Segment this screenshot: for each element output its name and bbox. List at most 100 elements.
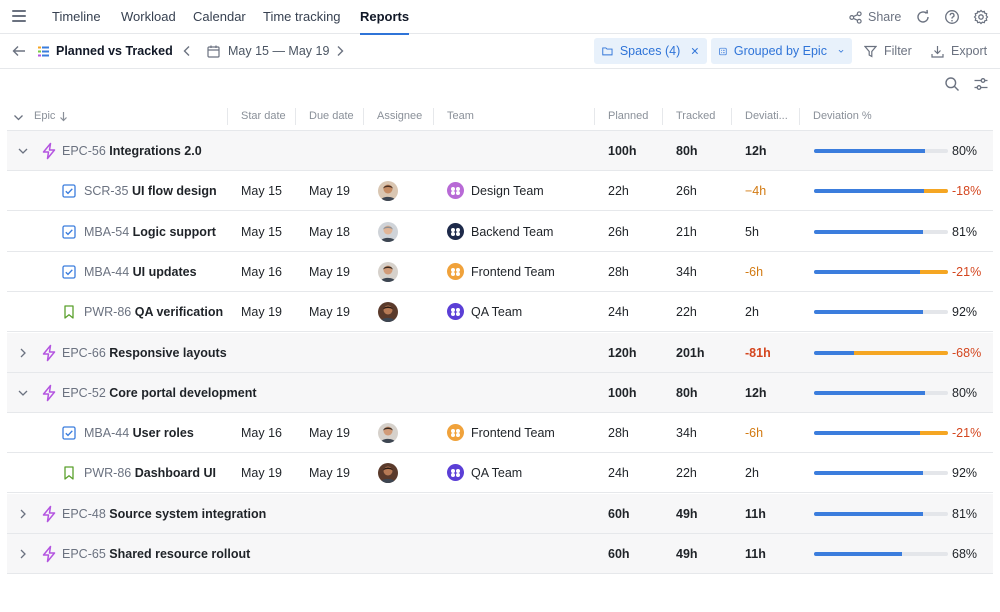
search-icon[interactable] — [944, 76, 960, 92]
column-planned[interactable]: Planned — [608, 110, 649, 122]
avatar[interactable] — [378, 463, 398, 484]
item-title[interactable]: MBA-44 UI updates — [84, 252, 197, 292]
task-row[interactable]: PWR-86 Dashboard UI May 19 May 19 QA Team 24… — [7, 453, 993, 494]
progress-fill — [814, 229, 923, 234]
chevron-down-icon[interactable] — [17, 387, 29, 399]
column-deviation-percent[interactable]: Deviation % — [813, 110, 872, 122]
item-title[interactable]: MBA-44 User roles — [84, 413, 194, 453]
lightning-icon — [40, 344, 58, 362]
task-row[interactable]: PWR-86 QA verification May 19 May 19 QA Tea… — [7, 292, 993, 333]
export-button[interactable]: Export — [931, 44, 987, 58]
overrun-fill — [924, 189, 948, 194]
item-key: EPC-48 — [62, 506, 106, 521]
deviation-progress-bar — [814, 431, 948, 436]
chevron-right-icon[interactable] — [17, 508, 29, 520]
tab-time-tracking[interactable]: Time tracking — [263, 9, 341, 24]
deviation-hours: -6h — [745, 264, 764, 279]
item-name: UI updates — [132, 264, 197, 279]
item-title[interactable]: EPC-66 Responsive layouts — [62, 333, 227, 373]
item-key: PWR-86 — [84, 305, 132, 320]
tracked-hours: 80h — [676, 385, 698, 400]
lightning-icon — [40, 384, 58, 402]
date-range-picker[interactable]: May 15 — May 19 — [207, 44, 329, 58]
column-start-date[interactable]: Star date — [241, 110, 286, 122]
spaces-filter-chip[interactable]: Spaces (4) — [594, 38, 707, 64]
item-key: MBA-44 — [84, 426, 130, 441]
next-period-icon[interactable] — [334, 45, 346, 57]
top-navigation: Timeline Workload Calendar Time tracking… — [0, 0, 1000, 35]
avatar[interactable] — [378, 302, 398, 323]
menu-icon[interactable] — [12, 10, 26, 22]
filter-button[interactable]: Filter — [864, 44, 912, 58]
column-assignee[interactable]: Assignee — [377, 110, 423, 122]
column-settings-icon[interactable] — [973, 76, 989, 92]
tab-workload[interactable]: Workload — [121, 9, 176, 24]
deviation-percent: -68% — [952, 345, 982, 360]
column-divider — [433, 108, 434, 125]
progress-fill — [814, 149, 925, 153]
deviation-progress-bar — [814, 189, 948, 194]
settings-icon[interactable] — [973, 9, 989, 25]
tab-timeline[interactable]: Timeline — [52, 9, 101, 24]
item-title[interactable]: EPC-52 Core portal development — [62, 373, 257, 413]
item-key: MBA-44 — [84, 264, 130, 279]
previous-period-icon[interactable] — [181, 45, 193, 57]
start-date: May 16 — [241, 426, 282, 441]
collapse-all-icon[interactable] — [13, 112, 24, 123]
item-title[interactable]: MBA-54 Logic support — [84, 212, 216, 252]
help-icon[interactable] — [944, 9, 960, 25]
epic-row[interactable]: EPC-48 Source system integration 60h 49h 11… — [7, 493, 993, 534]
item-title[interactable]: SCR-35 UI flow design — [84, 171, 217, 211]
avatar[interactable] — [378, 221, 398, 242]
epic-row[interactable]: EPC-65 Shared resource rollout 60h 49h 11h 6… — [7, 534, 993, 574]
deviation-hours: 2h — [745, 305, 759, 320]
tracked-hours: 34h — [676, 426, 697, 441]
avatar[interactable] — [378, 261, 398, 282]
tab-calendar[interactable]: Calendar — [193, 9, 246, 24]
item-title[interactable]: EPC-48 Source system integration — [62, 494, 266, 534]
tab-reports[interactable]: Reports — [360, 0, 410, 35]
avatar[interactable] — [378, 423, 398, 444]
column-epic[interactable]: Epic — [34, 102, 68, 131]
task-row[interactable]: MBA-44 UI updates May 16 May 19 Frontend Te… — [7, 252, 993, 292]
tracked-hours: 34h — [676, 264, 697, 279]
epic-row[interactable]: EPC-52 Core portal development 100h 80h 12h… — [7, 372, 993, 413]
column-due-date[interactable]: Due date — [309, 110, 354, 122]
task-row[interactable]: MBA-54 Logic support May 15 May 18 Backend … — [7, 212, 993, 252]
close-icon[interactable] — [691, 46, 699, 56]
column-deviation[interactable]: Deviati... — [745, 110, 788, 122]
grouping-select[interactable]: Grouped by Epic — [711, 38, 852, 64]
planned-hours: 100h — [608, 144, 637, 158]
chevron-right-icon[interactable] — [17, 347, 29, 359]
item-title[interactable]: EPC-65 Shared resource rollout — [62, 534, 250, 574]
sort-down-icon — [60, 112, 68, 122]
group-icon — [719, 47, 727, 55]
task-row[interactable]: MBA-44 User roles May 16 May 19 Frontend Te… — [7, 413, 993, 454]
share-button[interactable]: Share — [849, 10, 901, 24]
epic-row[interactable]: EPC-66 Responsive layouts 120h 201h -81h -68… — [7, 332, 993, 373]
chevron-down-icon[interactable] — [17, 145, 29, 157]
deviation-progress-bar — [814, 390, 948, 395]
progress-fill — [814, 350, 854, 355]
start-date: May 15 — [241, 224, 282, 239]
team-icon — [447, 424, 464, 442]
column-divider — [363, 108, 364, 125]
column-team[interactable]: Team — [447, 110, 474, 122]
avatar[interactable] — [378, 181, 398, 202]
chevron-down-icon — [838, 49, 844, 53]
chevron-right-icon[interactable] — [17, 548, 29, 560]
task-row[interactable]: SCR-35 UI flow design May 15 May 19 Design … — [7, 171, 993, 212]
planned-hours: 100h — [608, 385, 637, 400]
item-title[interactable]: EPC-56 Integrations 2.0 — [62, 131, 202, 171]
epic-row[interactable]: EPC-56 Integrations 2.0 100h 80h 12h 80% — [7, 131, 993, 171]
column-tracked[interactable]: Tracked — [676, 110, 716, 122]
planned-hours: 22h — [608, 184, 629, 199]
refresh-icon[interactable] — [915, 9, 931, 25]
team-name: Frontend Team — [471, 264, 555, 279]
back-arrow-icon[interactable] — [12, 44, 26, 58]
item-title[interactable]: PWR-86 QA verification — [84, 292, 223, 332]
tracked-hours: 22h — [676, 466, 697, 481]
tracked-hours: 201h — [676, 345, 705, 360]
start-date: May 19 — [241, 466, 282, 481]
item-title[interactable]: PWR-86 Dashboard UI — [84, 453, 216, 493]
